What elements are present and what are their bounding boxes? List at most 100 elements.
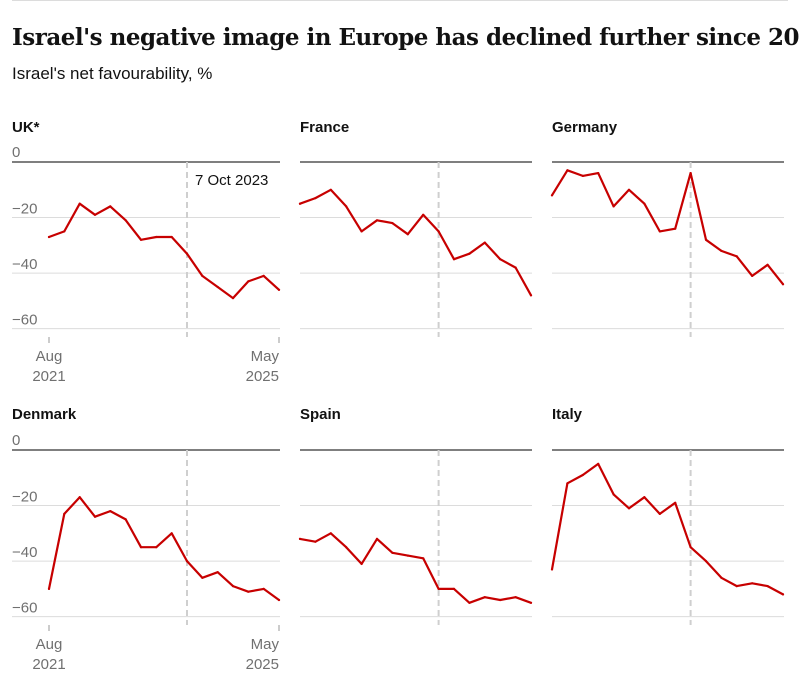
data-point-germany-15 <box>781 283 785 286</box>
data-point-spain-3 <box>345 546 348 549</box>
data-point-uk-7 <box>155 235 158 239</box>
data-point-denmark-15 <box>277 598 281 602</box>
data-point-france-4 <box>360 230 363 233</box>
data-point-uk-11 <box>216 285 219 289</box>
data-point-italy-9 <box>689 546 692 549</box>
data-point-italy-15 <box>781 593 785 596</box>
panel-title-germany: Germany <box>552 119 618 136</box>
data-point-france-13 <box>499 258 502 261</box>
panel-title-uk: UK* <box>12 119 40 136</box>
data-point-germany-9 <box>689 172 692 175</box>
data-point-spain-4 <box>360 562 363 566</box>
series-line-spain <box>298 532 533 604</box>
y-tick-uk-0: 0 <box>12 144 20 161</box>
series-line-uk <box>47 202 281 300</box>
data-point-spain-6 <box>391 551 394 554</box>
panel-title-spain: Spain <box>300 406 341 423</box>
data-point-denmark-0 <box>47 587 51 591</box>
panel-title-italy: Italy <box>552 406 583 423</box>
x-tick-year-start-uk: 2021 <box>32 368 65 385</box>
data-point-uk-12 <box>231 297 235 300</box>
data-point-uk-0 <box>47 235 51 239</box>
data-point-italy-10 <box>704 560 708 563</box>
data-point-germany-14 <box>766 263 769 266</box>
data-point-germany-2 <box>581 174 584 177</box>
data-point-germany-1 <box>566 169 569 172</box>
data-point-france-2 <box>329 188 332 191</box>
y-tick-uk-40: −40 <box>12 256 37 273</box>
data-point-spain-11 <box>468 601 471 604</box>
data-point-france-9 <box>437 230 440 233</box>
data-point-germany-10 <box>704 238 708 241</box>
x-tick-month-start-denmark: Aug <box>36 636 63 653</box>
data-point-france-5 <box>375 219 379 222</box>
data-point-france-11 <box>468 252 471 255</box>
data-point-spain-8 <box>422 557 425 560</box>
data-point-spain-2 <box>329 532 332 535</box>
panel-title-france: France <box>300 119 349 136</box>
data-point-uk-8 <box>170 235 173 239</box>
data-point-uk-2 <box>78 202 81 205</box>
data-point-france-14 <box>514 266 517 269</box>
data-point-denmark-3 <box>93 515 97 518</box>
data-point-italy-0 <box>550 568 554 571</box>
data-point-spain-5 <box>375 537 379 541</box>
data-point-italy-3 <box>597 462 600 465</box>
data-point-denmark-7 <box>155 546 158 549</box>
data-point-denmark-14 <box>262 587 265 591</box>
data-point-spain-9 <box>437 587 440 591</box>
x-tick-year-end-denmark: 2025 <box>246 656 279 673</box>
data-point-uk-15 <box>277 288 281 291</box>
data-point-spain-15 <box>529 601 533 604</box>
series-line-italy <box>550 462 785 596</box>
data-point-denmark-13 <box>247 590 250 593</box>
series-line-france <box>298 188 533 297</box>
data-point-france-6 <box>391 222 394 225</box>
data-point-germany-12 <box>735 255 738 258</box>
y-tick-uk-20: −20 <box>12 201 37 218</box>
x-tick-month-start-uk: Aug <box>36 348 63 365</box>
panel-title-denmark: Denmark <box>12 406 77 423</box>
data-point-france-8 <box>422 213 425 216</box>
series-line-denmark <box>47 496 281 602</box>
data-point-denmark-12 <box>231 585 235 588</box>
data-point-spain-10 <box>452 587 456 591</box>
data-point-italy-8 <box>674 501 677 504</box>
data-point-denmark-6 <box>139 546 143 549</box>
data-point-france-3 <box>345 205 348 208</box>
data-point-italy-1 <box>566 482 569 485</box>
data-point-uk-3 <box>93 213 97 216</box>
data-point-denmark-5 <box>124 518 127 521</box>
y-tick-denmark-20: −20 <box>12 489 37 506</box>
top-rule <box>12 0 788 1</box>
data-point-denmark-2 <box>78 496 81 499</box>
data-point-germany-11 <box>720 249 723 252</box>
data-point-france-15 <box>529 294 533 297</box>
data-point-denmark-9 <box>185 560 189 563</box>
data-point-italy-4 <box>612 493 615 496</box>
y-tick-uk-60: −60 <box>12 312 37 329</box>
data-point-germany-0 <box>550 194 554 197</box>
data-point-germany-7 <box>658 230 661 233</box>
data-point-uk-9 <box>185 252 189 255</box>
data-point-germany-13 <box>751 274 754 277</box>
data-point-germany-5 <box>627 188 631 191</box>
data-point-france-12 <box>483 241 486 244</box>
data-point-france-10 <box>452 258 456 261</box>
data-point-italy-13 <box>751 582 754 585</box>
chart-title: Israel's negative image in Europe has de… <box>12 24 800 51</box>
data-point-spain-12 <box>483 596 486 599</box>
data-point-uk-6 <box>139 238 143 241</box>
data-point-uk-4 <box>109 205 112 208</box>
data-point-spain-13 <box>499 598 502 602</box>
x-tick-year-start-denmark: 2021 <box>32 656 65 673</box>
data-point-denmark-10 <box>201 576 204 579</box>
chart-subtitle: Israel's net favourability, % <box>12 64 213 83</box>
data-point-denmark-1 <box>63 512 66 516</box>
data-point-italy-2 <box>581 473 584 477</box>
data-point-uk-13 <box>247 280 250 283</box>
data-point-spain-7 <box>406 554 409 557</box>
data-point-denmark-4 <box>109 510 112 513</box>
data-point-france-7 <box>406 233 409 236</box>
